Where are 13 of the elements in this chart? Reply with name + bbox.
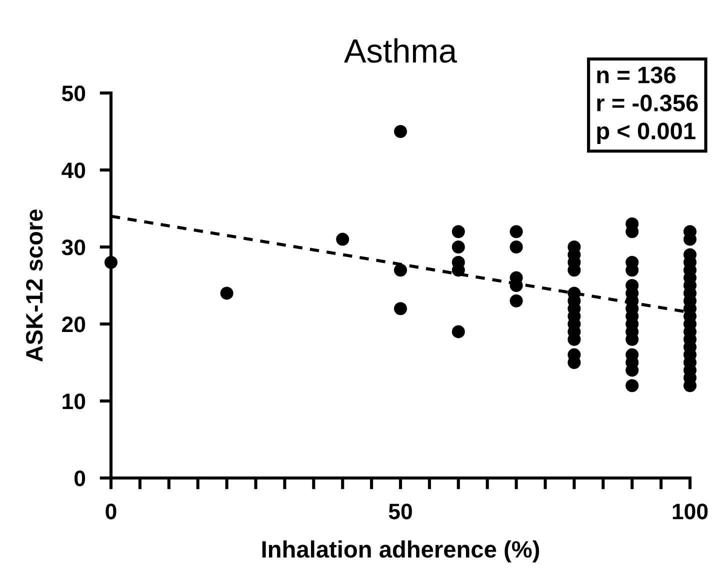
y-tick-label: 50 [62,86,86,102]
y-axis-title: ASK-12 score [26,210,43,362]
chart-title: Asthma [344,38,458,63]
x-tick-label: 50 [388,504,412,520]
y-tick-label: 20 [62,316,86,332]
y-tick-label: 30 [62,240,86,256]
annotation: n = 136 r = -0.356 p < 0.001 [597,66,698,144]
y-tick-label: 10 [62,394,86,410]
x-tick-label: 0 [106,504,116,520]
x-axis-title: Inhalation adherence (%) [262,540,540,562]
y-tick-label: 40 [62,162,86,178]
x-tick-label: 100 [672,504,708,520]
y-tick-label: 0 [74,470,86,486]
